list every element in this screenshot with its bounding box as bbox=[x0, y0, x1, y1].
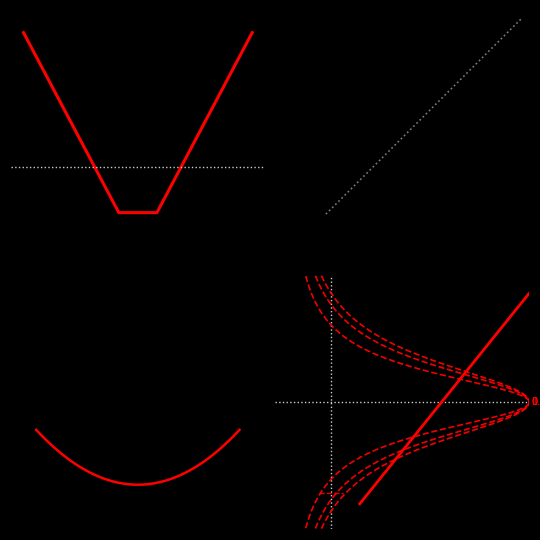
Text: 0.8: 0.8 bbox=[531, 397, 540, 407]
Text: 1: 1 bbox=[531, 397, 538, 407]
Text: 0.5: 0.5 bbox=[531, 397, 540, 407]
Text: 0.5: 0.5 bbox=[531, 397, 540, 407]
